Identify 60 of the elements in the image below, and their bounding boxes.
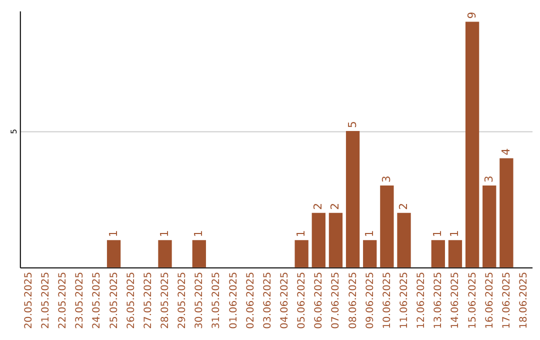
bar xyxy=(346,130,360,268)
bar xyxy=(380,186,394,268)
data-label: 1 xyxy=(106,230,120,238)
data-label: 3 xyxy=(380,176,393,183)
x-tick-label: 13.06.2025 xyxy=(433,272,444,329)
x-tick-label: 10.06.2025 xyxy=(382,272,393,329)
data-label: 1 xyxy=(294,230,308,238)
x-tick-label: 14.06.2025 xyxy=(450,272,462,329)
bar xyxy=(328,212,343,268)
bar xyxy=(312,212,326,268)
bar xyxy=(500,158,514,268)
bar xyxy=(192,240,206,268)
bar xyxy=(448,240,462,268)
x-tick-label: 25.05.2025 xyxy=(108,272,120,329)
x-tick-label: 22.05.2025 xyxy=(58,272,69,329)
bar xyxy=(397,212,411,268)
data-label: 1 xyxy=(362,230,376,238)
data-label: 1 xyxy=(448,230,462,238)
x-tick-label: 26.05.2025 xyxy=(126,272,137,329)
data-label: 1 xyxy=(192,230,206,238)
x-tick-label: 28.05.2025 xyxy=(160,272,171,329)
x-tick-label: 18.06.2025 xyxy=(518,272,530,329)
x-tick-label: 27.05.2025 xyxy=(142,272,154,329)
bar xyxy=(294,240,308,268)
bar xyxy=(431,240,445,268)
data-label: 4 xyxy=(499,148,512,156)
x-tick-label: 02.06.2025 xyxy=(245,272,256,329)
x-tick-label: 24.05.2025 xyxy=(92,272,103,329)
x-tick-label: 16.06.2025 xyxy=(484,272,496,329)
data-label: 9 xyxy=(465,12,478,19)
bar xyxy=(158,240,172,268)
x-tick-label: 12.06.2025 xyxy=(416,272,428,329)
data-label: 2 xyxy=(312,202,325,210)
x-tick-label: 23.05.2025 xyxy=(74,272,86,329)
data-label: 5 xyxy=(346,121,359,128)
bar xyxy=(106,240,121,268)
x-tick-label: 06.06.2025 xyxy=(314,272,325,329)
x-tick-label: 29.05.2025 xyxy=(177,272,188,329)
data-label: 2 xyxy=(328,202,342,210)
bar xyxy=(363,240,377,268)
data-label: 3 xyxy=(482,176,496,183)
x-tick-label: 31.05.2025 xyxy=(211,272,222,329)
bar xyxy=(465,22,480,268)
x-tick-label: 17.06.2025 xyxy=(501,272,512,329)
x-tick-label: 09.06.2025 xyxy=(364,272,376,329)
x-tick-label: 30.05.2025 xyxy=(194,272,206,329)
data-label: 1 xyxy=(158,230,171,238)
data-label: 1 xyxy=(431,230,444,238)
x-tick-label: 11.06.2025 xyxy=(398,272,410,329)
x-tick-label: 08.06.2025 xyxy=(348,272,359,329)
x-tick-label: 03.06.2025 xyxy=(262,272,274,329)
x-tick-label: 05.06.2025 xyxy=(296,272,308,329)
x-tick-label: 21.05.2025 xyxy=(40,272,52,329)
x-tick-label: 15.06.2025 xyxy=(467,272,478,329)
bar xyxy=(482,186,496,268)
x-tick-label: 20.05.2025 xyxy=(23,272,34,329)
x-tick-label: 07.06.2025 xyxy=(330,272,342,329)
data-label: 2 xyxy=(396,202,410,210)
x-tick-label: 04.06.2025 xyxy=(279,272,290,329)
x-tick-label: 01.06.2025 xyxy=(228,272,240,329)
